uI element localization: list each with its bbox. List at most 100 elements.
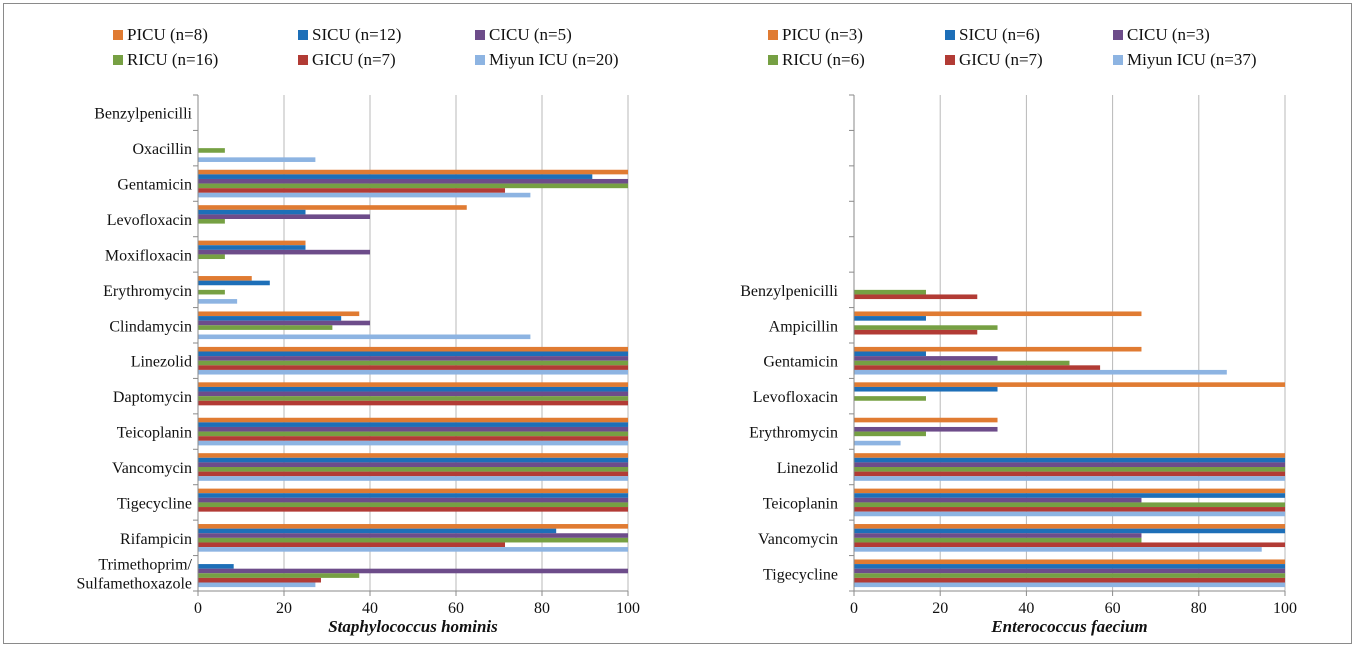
bar-cicu-moxifloxacin — [198, 249, 370, 255]
legend-swatch — [945, 55, 955, 65]
bar-ricu-daptomycin — [198, 396, 628, 401]
legend-label: PICU (n=8) — [127, 25, 208, 44]
category-label: Levofloxacin — [753, 389, 838, 406]
bar-cicu-linezolid — [198, 356, 628, 361]
bar-ricu-vancomycin — [198, 467, 628, 472]
bar-cicu-daptomycin — [198, 391, 628, 397]
bar-miyun-icu-linezolid — [198, 369, 628, 375]
bar-sicu-linezolid — [854, 457, 1285, 463]
x-tick-label: 0 — [850, 600, 858, 617]
figure-frame — [3, 3, 1352, 644]
bar-picu-daptomycin — [198, 382, 628, 387]
bar-ricu-oxacillin — [198, 148, 225, 153]
legend-swatch — [298, 30, 308, 40]
category-label: Vancomycin — [112, 460, 192, 477]
bar-ricu-erythromycin — [854, 431, 926, 437]
category-label: Teicoplanin — [763, 495, 838, 512]
bar-sicu-teicoplanin — [198, 422, 628, 427]
bar-gicu-gentamicin — [198, 188, 506, 193]
bar-sicu-gentamicin — [854, 351, 926, 357]
chart-2: 0 20 40 60 80 100 Benzylpenicilli Ampicillin Gen… — [740, 25, 1297, 636]
legend-label: Miyun ICU (n=37) — [1127, 50, 1257, 69]
bar-miyun-icu-teicoplanin — [854, 511, 1285, 517]
bar-sicu-levofloxacin — [198, 209, 306, 215]
bar-miyun-icu-rifampicin — [198, 547, 628, 552]
x-axis-label: Enterococcus faecium — [990, 617, 1147, 636]
category-label: Rifampicin — [120, 531, 192, 548]
legend-swatch — [1113, 30, 1123, 40]
legend-label: RICU (n=6) — [782, 50, 865, 69]
category-label: Vancomycin — [758, 531, 838, 548]
bar-cicu-vancomycin — [198, 462, 628, 467]
category-label: Clindamycin — [109, 318, 192, 335]
x-tick-label: 0 — [194, 600, 202, 617]
legend-swatch — [768, 55, 778, 65]
bar-sicu-linezolid — [198, 351, 628, 357]
bar-gicu-trimethoprim-sulfamethoxazole — [198, 577, 321, 583]
bar-cicu-levofloxacin — [198, 214, 370, 219]
bar-gicu-ampicillin — [854, 329, 978, 335]
legend-swatch — [475, 30, 485, 40]
bar-gicu-linezolid — [854, 471, 1285, 477]
x-tick-label: 80 — [534, 600, 550, 617]
bar-miyun-icu-erythromycin — [198, 299, 238, 304]
bar-picu-levofloxacin — [198, 205, 467, 210]
bar-sicu-vancomycin — [854, 528, 1285, 534]
bar-ricu-tigecycline — [198, 502, 628, 508]
x-tick-label: 40 — [362, 600, 378, 617]
bar-sicu-gentamicin — [198, 174, 593, 179]
bar-picu-gentamicin — [198, 169, 628, 175]
bar-cicu-vancomycin — [854, 533, 1142, 538]
bar-sicu-trimethoprim-sulfamethoxazole — [198, 564, 234, 569]
bar-miyun-icu-linezolid — [854, 476, 1285, 481]
category-label: Erythromycin — [103, 283, 192, 300]
bar-ricu-tigecycline — [854, 573, 1285, 578]
bar-ricu-benzylpenicilli — [854, 289, 926, 295]
bar-ricu-gentamicin — [198, 183, 628, 189]
bar-sicu-teicoplanin — [854, 493, 1285, 498]
category-label: Erythromycin — [749, 425, 838, 442]
x-tick-label: 60 — [1105, 600, 1121, 617]
bar-gicu-tigecycline — [198, 507, 628, 512]
category-label: Trimethoprim/Sulfamethoxazole — [76, 556, 192, 592]
bar-gicu-gentamicin — [854, 365, 1101, 370]
bar-cicu-rifampicin — [198, 533, 628, 538]
x-tick-label: 60 — [448, 600, 464, 617]
category-label: Moxifloxacin — [105, 247, 192, 264]
bar-miyun-icu-vancomycin — [198, 476, 628, 481]
bar-cicu-tigecycline — [854, 568, 1285, 574]
legend-swatch — [113, 55, 123, 65]
x-tick-label: 100 — [616, 600, 640, 617]
category-label: Ampicillin — [769, 318, 838, 335]
bar-gicu-linezolid — [198, 365, 628, 370]
bar-picu-vancomycin — [198, 453, 628, 458]
bar-picu-teicoplanin — [854, 488, 1285, 494]
legend-item-miyun-icu: Miyun ICU (n=20) — [475, 50, 619, 69]
bar-cicu-clindamycin — [198, 320, 370, 326]
category-label: Gentamicin — [117, 177, 192, 194]
bar-miyun-icu-clindamycin — [198, 334, 531, 340]
bar-sicu-erythromycin — [198, 280, 270, 286]
bar-picu-moxifloxacin — [198, 240, 306, 246]
bar-sicu-levofloxacin — [854, 386, 998, 392]
bar-picu-ampicillin — [854, 311, 1142, 317]
bar-cicu-teicoplanin — [198, 426, 628, 432]
bar-cicu-trimethoprim-sulfamethoxazole — [198, 568, 628, 574]
bar-cicu-linezolid — [854, 462, 1285, 467]
legend-label: PICU (n=3) — [782, 25, 863, 44]
bar-picu-gentamicin — [854, 346, 1142, 352]
x-tick-label: 80 — [1191, 600, 1207, 617]
category-label: Benzylpenicilli — [94, 106, 192, 123]
legend-label: GICU (n=7) — [959, 50, 1043, 69]
bar-sicu-rifampicin — [198, 528, 557, 534]
bar-miyun-icu-gentamicin — [854, 369, 1227, 375]
bar-gicu-daptomycin — [198, 400, 628, 406]
bar-picu-erythromycin — [198, 276, 252, 281]
category-label: Daptomycin — [113, 389, 192, 406]
bar-ricu-moxifloxacin — [198, 254, 225, 260]
legend-label: Miyun ICU (n=20) — [489, 50, 619, 69]
x-tick-label: 20 — [276, 600, 292, 617]
bar-ricu-linezolid — [198, 360, 628, 366]
bar-sicu-tigecycline — [854, 564, 1285, 569]
